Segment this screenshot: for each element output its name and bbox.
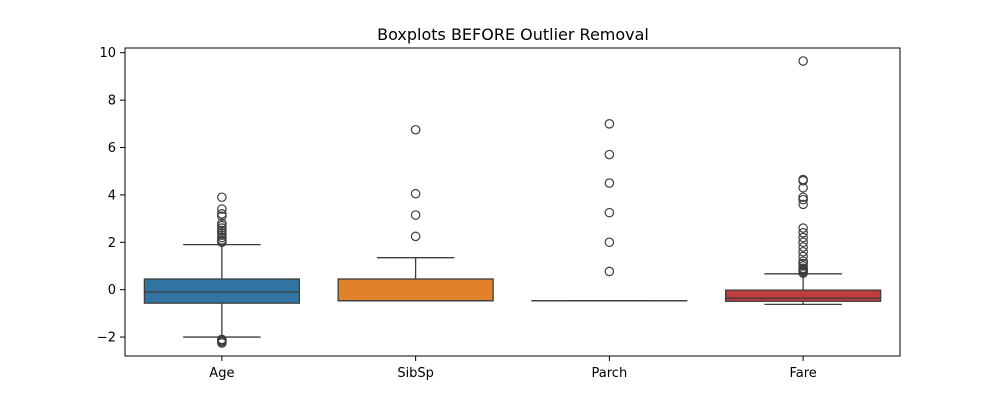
y-tick-label: 6 xyxy=(108,141,116,156)
outlier-point xyxy=(798,228,808,238)
outlier-point xyxy=(217,192,227,203)
outlier-point xyxy=(798,256,808,267)
outlier-point xyxy=(410,124,421,135)
plot-area xyxy=(143,56,882,348)
outlier-point xyxy=(410,188,421,199)
outlier-point xyxy=(604,266,615,277)
box-parch xyxy=(531,119,688,302)
outlier-point xyxy=(798,174,808,185)
y-tick-label: 8 xyxy=(108,94,116,109)
y-tick-label: 0 xyxy=(108,283,116,298)
outlier-point xyxy=(217,338,227,348)
outlier-point xyxy=(410,210,421,220)
x-tick-label: Fare xyxy=(789,366,816,381)
outlier-point xyxy=(798,261,808,271)
outlier-point xyxy=(217,223,227,233)
outlier-point xyxy=(798,232,808,243)
outlier-point xyxy=(798,251,808,262)
outlier-point xyxy=(798,192,808,203)
box-fare xyxy=(724,56,882,306)
box-body xyxy=(143,278,301,304)
y-tick-label: 10 xyxy=(99,46,116,61)
outlier-point xyxy=(604,237,615,248)
outlier-point xyxy=(798,237,808,248)
outlier-point xyxy=(604,178,615,188)
box-body xyxy=(337,278,494,302)
outlier-point xyxy=(217,204,227,214)
outlier-point xyxy=(217,218,227,229)
outlier-point xyxy=(798,246,808,257)
x-tick-label: Parch xyxy=(592,366,628,381)
outlier-point xyxy=(217,220,227,231)
outlier-point xyxy=(217,211,227,222)
outlier-point xyxy=(217,209,227,219)
x-tick-label: SibSp xyxy=(397,366,434,381)
outlier-point xyxy=(798,223,808,233)
outlier-point xyxy=(410,231,421,242)
outlier-point xyxy=(217,230,227,240)
outlier-point xyxy=(604,207,615,218)
y-tick-label: 4 xyxy=(108,188,116,203)
axes: −2 0 2 4 6 8 10 Age SibSp Parch Fare xyxy=(97,46,817,381)
outlier-point xyxy=(217,235,227,245)
plot-frame xyxy=(124,47,901,357)
box-body xyxy=(724,289,882,302)
outlier-point xyxy=(798,194,808,205)
outlier-point xyxy=(217,228,227,238)
outlier-point xyxy=(798,199,808,210)
outlier-point xyxy=(798,242,808,252)
outlier-point xyxy=(217,232,227,243)
outlier-point xyxy=(798,263,808,274)
y-tick-label: 2 xyxy=(108,236,116,251)
box-age xyxy=(143,192,301,348)
x-tick-label: Age xyxy=(209,366,234,381)
outlier-point xyxy=(217,225,227,236)
chart-title: Boxplots BEFORE Outlier Removal xyxy=(377,25,649,44)
outlier-point xyxy=(798,56,808,66)
outlier-point xyxy=(604,119,615,129)
y-tick-label: −2 xyxy=(97,331,116,346)
outlier-point xyxy=(604,149,615,160)
outlier-point xyxy=(798,258,808,269)
box-sibsp xyxy=(337,124,494,302)
